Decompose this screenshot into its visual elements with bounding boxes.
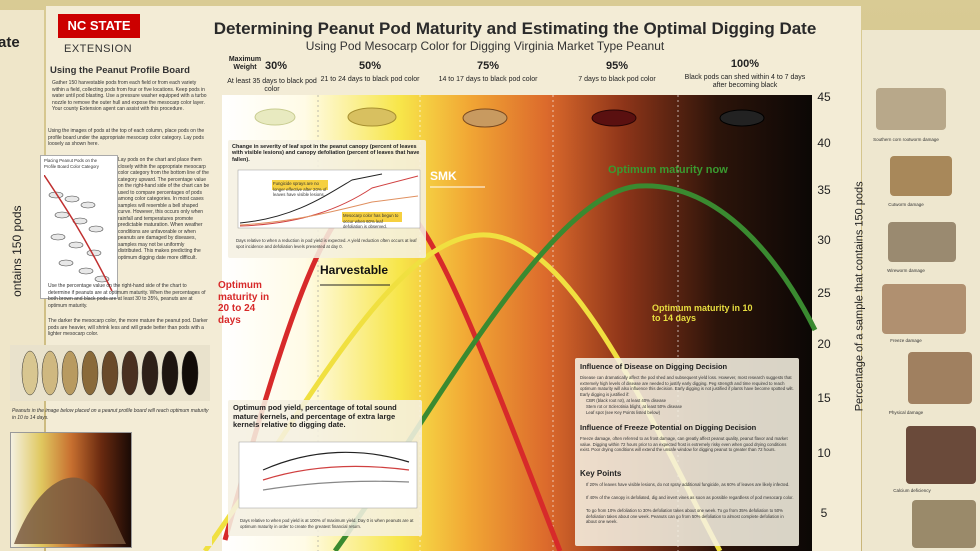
max-weight-label: Maximum Weight — [228, 56, 262, 72]
disease-bullet: CBR (black root rot), at least 40% disea… — [586, 398, 667, 403]
axis-tick: 15 — [817, 391, 831, 405]
stage-percent: 95% — [605, 60, 629, 72]
damage-photo — [876, 88, 946, 130]
profile-figure — [40, 155, 118, 299]
damage-photo — [890, 156, 952, 196]
damage-photo — [912, 500, 976, 548]
disease-bullet: Stem rot or Sclerotinia blight, at least… — [586, 404, 683, 409]
axis-tick: 35 — [817, 183, 831, 197]
green-label: Optimum maturity now — [608, 164, 728, 176]
stage-note: Black pods can shed within 4 to 7 days a… — [684, 74, 806, 90]
figure-caption: Placing Peanut Pods on the Profile Board… — [44, 158, 99, 169]
damage-photo — [882, 284, 966, 334]
damage-photo — [908, 352, 972, 404]
disease-heading: Influence of Disease on Digging Decision — [580, 362, 728, 371]
key-point: If 40% of the canopy is defoliated, dig … — [586, 495, 794, 500]
yield-chart — [238, 441, 418, 509]
subtitle: Using Pod Mesocarp Color for Digging Vir… — [305, 39, 665, 53]
key-points-heading: Key Points — [580, 469, 622, 478]
key-point: If 20% of leaves have visible lesions, d… — [586, 482, 790, 487]
red-label: Optimum maturity in 20 to 24 days — [218, 280, 270, 326]
logo: NC STATE — [67, 18, 131, 33]
yield-caption: Days relative to when pod yield is at 10… — [240, 518, 414, 529]
axis-tick: 20 — [817, 337, 831, 351]
pod-row-photo — [10, 345, 210, 401]
axis-tick: 45 — [817, 90, 831, 104]
damage-label: Calcium deficiency — [893, 488, 931, 493]
left-percentage: Use the percentage value on the right-ha… — [48, 283, 206, 309]
axis-tick: 5 — [820, 506, 828, 520]
damage-label: Southern corn rootworm damage — [873, 137, 939, 142]
axis-tick: 30 — [817, 233, 831, 247]
left-blank — [140, 432, 212, 546]
stage-note: 7 days to black pod color — [578, 76, 656, 83]
stage-percent: 100% — [730, 58, 760, 70]
stage-note: 21 to 24 days to black pod color — [320, 76, 420, 83]
yellow-label: Optimum maturity in 10 to 14 days — [652, 303, 753, 324]
disease-bullet: Leaf spot (see Key Points listed below) — [586, 410, 661, 415]
stage-percent: 30% — [264, 60, 288, 72]
left-step: Using the images of pods at the top of e… — [48, 128, 205, 147]
disease-box — [575, 358, 799, 546]
axis-tick: 25 — [817, 286, 831, 300]
logo-sub: EXTENSION — [64, 43, 133, 55]
left-caption: Peanuts in the image below placed on a p… — [12, 408, 209, 421]
damage-label: Wireworm damage — [887, 268, 925, 273]
figure-pods — [44, 175, 113, 292]
freeze-heading: Influence of Freeze Potential on Digging… — [580, 423, 757, 432]
damage-label: Freeze damage — [890, 338, 922, 343]
axis-label: Percentage of a sample that contains 150… — [853, 181, 866, 412]
left-side-text: Lay pods on the chart and place them clo… — [118, 157, 210, 261]
harvestable-label: Harvestable — [320, 263, 389, 277]
left-heading: Using the Peanut Profile Board — [50, 65, 190, 76]
leaf-spot-note: Mesocarp color has begun to occur when 6… — [343, 213, 399, 230]
smk-label: SMK — [430, 169, 457, 183]
disease-text: Disease can dramatically affect the pod … — [580, 375, 794, 397]
left-darker: The darker the mesocarp color, the more … — [48, 318, 208, 337]
stage-percent: 75% — [476, 60, 500, 72]
key-point: To go from 10% defoliation to 30% defoli… — [586, 508, 784, 525]
stage-note: At least 35 days to black pod color — [227, 78, 317, 94]
freeze-text: Freeze damage, often referred to as fros… — [580, 436, 788, 453]
stage-percent: 50% — [358, 60, 382, 72]
leaf-spot-title: Change in severity of leaf spot in the p… — [232, 144, 420, 163]
damage-photo — [888, 222, 956, 262]
leaf-spot-caption: Days relative to when a reduction in pod… — [236, 238, 417, 249]
damage-label: Cutworm damage — [888, 202, 924, 207]
yield-title: Optimum pod yield, percentage of total s… — [233, 403, 397, 430]
leaf-spot-note: Fungicide sprays are no longer effective… — [273, 181, 327, 198]
logo-box — [58, 14, 140, 38]
leaf-spot-chart — [237, 169, 421, 229]
stage-note: 14 to 17 days to black pod color — [438, 76, 538, 83]
pod-images — [254, 107, 765, 128]
axis-tick: 40 — [817, 136, 831, 150]
damage-photo — [906, 426, 976, 484]
edge-title: ate — [0, 34, 20, 51]
title: Determining Peanut Pod Maturity and Esti… — [213, 19, 817, 38]
left-intro: Gather 150 harvestable pods from each fi… — [52, 80, 207, 112]
axis-tick: 10 — [817, 446, 831, 460]
sample-pods — [14, 477, 126, 544]
damage-label: Physical damage — [888, 410, 924, 415]
